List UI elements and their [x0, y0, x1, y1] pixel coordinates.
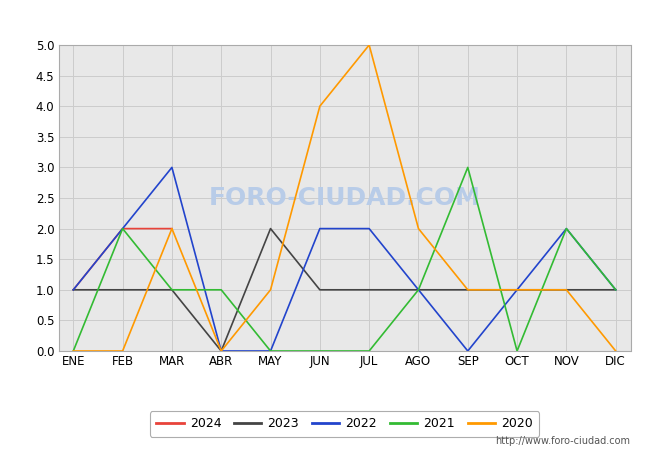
2020	[217, 348, 225, 354]
Text: http://www.foro-ciudad.com: http://www.foro-ciudad.com	[495, 436, 630, 446]
2023	[119, 287, 127, 292]
2024	[168, 226, 176, 231]
2021	[70, 348, 77, 354]
2022	[514, 287, 521, 292]
Line: 2021: 2021	[73, 167, 616, 351]
2023	[562, 287, 570, 292]
Text: Matriculaciones de Vehiculos en La Mata: Matriculaciones de Vehiculos en La Mata	[162, 10, 488, 25]
2020	[70, 348, 77, 354]
2023	[365, 287, 373, 292]
2024	[119, 226, 127, 231]
2020	[562, 287, 570, 292]
2023	[612, 287, 619, 292]
2023	[168, 287, 176, 292]
2022	[119, 226, 127, 231]
2023	[266, 226, 274, 231]
2020	[464, 287, 472, 292]
2021	[316, 348, 324, 354]
2022	[612, 287, 619, 292]
2021	[365, 348, 373, 354]
2023	[415, 287, 422, 292]
2024	[70, 287, 77, 292]
2023	[464, 287, 472, 292]
2023	[514, 287, 521, 292]
2023	[316, 287, 324, 292]
2020	[514, 287, 521, 292]
2022	[415, 287, 422, 292]
2022	[266, 348, 274, 354]
2020	[266, 287, 274, 292]
2023	[70, 287, 77, 292]
2021	[562, 226, 570, 231]
2022	[70, 287, 77, 292]
2020	[316, 104, 324, 109]
2022	[365, 226, 373, 231]
2021	[168, 287, 176, 292]
2022	[562, 226, 570, 231]
2022	[464, 348, 472, 354]
2022	[168, 165, 176, 170]
2020	[168, 226, 176, 231]
2023	[217, 348, 225, 354]
2020	[415, 226, 422, 231]
2021	[266, 348, 274, 354]
2021	[119, 226, 127, 231]
Legend: 2024, 2023, 2022, 2021, 2020: 2024, 2023, 2022, 2021, 2020	[150, 411, 540, 436]
2022	[316, 226, 324, 231]
Line: 2022: 2022	[73, 167, 616, 351]
2020	[365, 42, 373, 48]
2021	[217, 287, 225, 292]
Line: 2024: 2024	[73, 229, 172, 290]
2020	[612, 348, 619, 354]
Line: 2023: 2023	[73, 229, 616, 351]
2021	[612, 287, 619, 292]
2022	[217, 348, 225, 354]
Text: FORO-CIUDAD.COM: FORO-CIUDAD.COM	[209, 186, 480, 210]
2020	[119, 348, 127, 354]
2021	[514, 348, 521, 354]
Line: 2020: 2020	[73, 45, 616, 351]
2021	[464, 165, 472, 170]
2021	[415, 287, 422, 292]
